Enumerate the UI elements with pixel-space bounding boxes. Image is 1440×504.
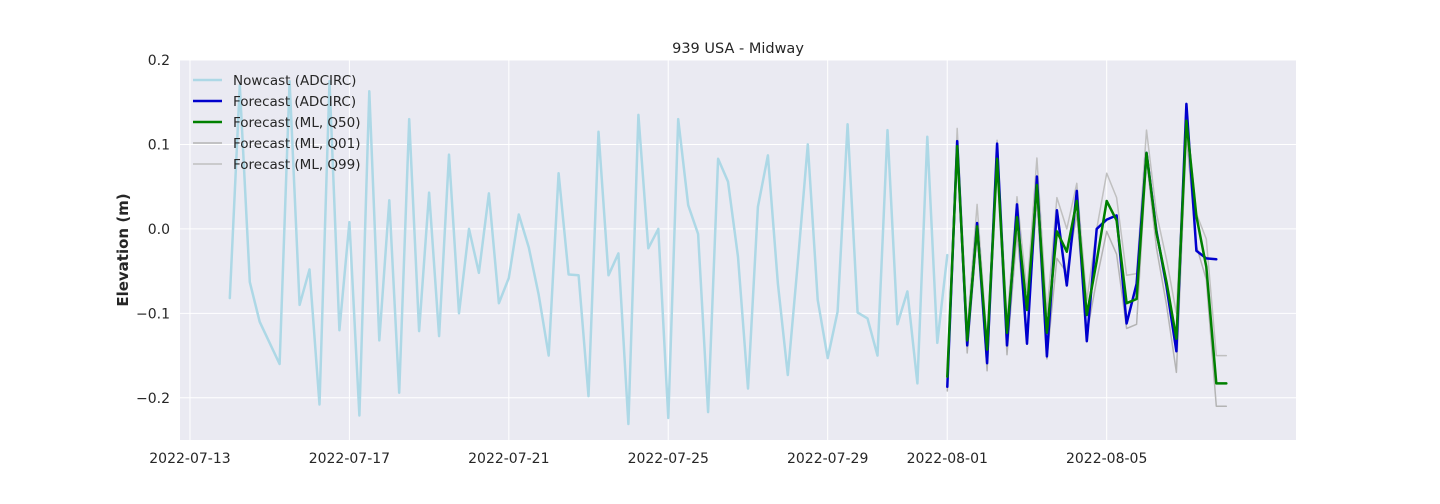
- x-tick-label: 2022-07-13: [149, 451, 230, 467]
- x-tick-label: 2022-07-29: [787, 451, 868, 467]
- y-tick-label: −0.2: [136, 391, 170, 407]
- x-tick-label: 2022-08-05: [1066, 451, 1147, 467]
- y-axis-label: Elevation (m): [114, 193, 132, 306]
- series-line-forecast-ml-q50: [946, 119, 1228, 385]
- legend-label: Forecast (ML, Q50): [233, 115, 361, 131]
- x-tick-label: 2022-07-25: [628, 451, 709, 467]
- legend-label: Forecast (ADCIRC): [233, 94, 356, 110]
- y-tick-label: 0.0: [148, 222, 170, 238]
- x-tick-label: 2022-08-01: [907, 451, 988, 467]
- x-tick-label: 2022-07-17: [309, 451, 390, 467]
- legend-label: Forecast (ML, Q99): [233, 157, 361, 173]
- y-axis-ticks: −0.2 −0.1 0.0 0.1 0.2: [136, 53, 170, 407]
- legend-label: Forecast (ML, Q01): [233, 136, 361, 152]
- legend: Nowcast (ADCIRC) Forecast (ADCIRC) Forecas…: [193, 73, 361, 173]
- y-tick-label: −0.1: [136, 306, 170, 322]
- x-axis-ticks: 2022-07-13 2022-07-17 2022-07-21 2022-07-25…: [149, 451, 1147, 467]
- series-line-nowcast: [228, 79, 949, 426]
- series-lines: [228, 79, 1228, 426]
- y-tick-label: 0.1: [148, 137, 170, 153]
- y-tick-label: 0.2: [148, 53, 170, 69]
- legend-label: Nowcast (ADCIRC): [233, 73, 356, 89]
- x-tick-label: 2022-07-21: [468, 451, 549, 467]
- chart-title: 939 USA - Midway: [672, 41, 804, 57]
- grid: [180, 59, 1296, 440]
